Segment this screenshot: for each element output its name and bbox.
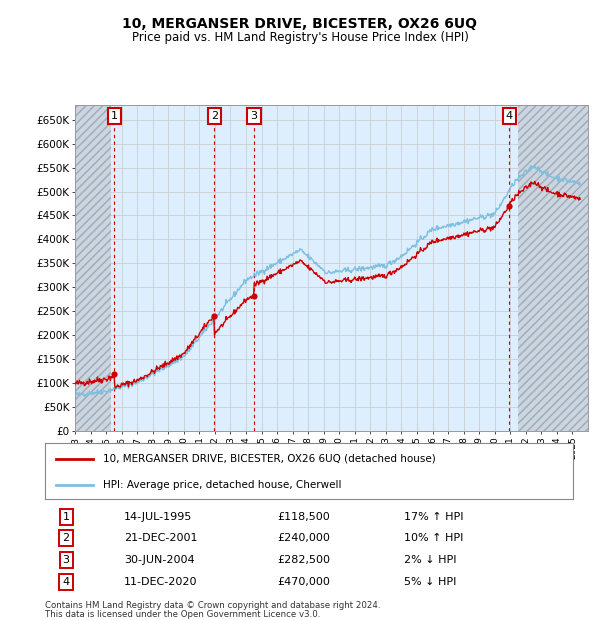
Text: This data is licensed under the Open Government Licence v3.0.: This data is licensed under the Open Gov… bbox=[45, 610, 320, 619]
Text: £470,000: £470,000 bbox=[277, 577, 330, 587]
Text: 4: 4 bbox=[62, 577, 70, 587]
Point bbox=[209, 311, 219, 321]
Text: 11-DEC-2020: 11-DEC-2020 bbox=[124, 577, 198, 587]
Text: 10, MERGANSER DRIVE, BICESTER, OX26 6UQ: 10, MERGANSER DRIVE, BICESTER, OX26 6UQ bbox=[122, 17, 478, 32]
Text: £118,500: £118,500 bbox=[277, 512, 330, 522]
Text: 5% ↓ HPI: 5% ↓ HPI bbox=[404, 577, 457, 587]
Text: 30-JUN-2004: 30-JUN-2004 bbox=[124, 556, 195, 565]
Text: 2% ↓ HPI: 2% ↓ HPI bbox=[404, 556, 457, 565]
Text: 4: 4 bbox=[506, 111, 513, 121]
Bar bbox=[75, 105, 111, 431]
Text: 1: 1 bbox=[62, 512, 70, 522]
Text: 21-DEC-2001: 21-DEC-2001 bbox=[124, 533, 198, 543]
Text: Price paid vs. HM Land Registry's House Price Index (HPI): Price paid vs. HM Land Registry's House … bbox=[131, 31, 469, 44]
Bar bbox=[518, 105, 588, 431]
Text: £240,000: £240,000 bbox=[277, 533, 330, 543]
Text: 1: 1 bbox=[111, 111, 118, 121]
Text: 2: 2 bbox=[211, 111, 218, 121]
Text: HPI: Average price, detached house, Cherwell: HPI: Average price, detached house, Cher… bbox=[103, 480, 341, 490]
Text: 14-JUL-1995: 14-JUL-1995 bbox=[124, 512, 193, 522]
Point bbox=[249, 291, 259, 301]
Text: 2: 2 bbox=[62, 533, 70, 543]
Text: Contains HM Land Registry data © Crown copyright and database right 2024.: Contains HM Land Registry data © Crown c… bbox=[45, 601, 380, 611]
Text: 10% ↑ HPI: 10% ↑ HPI bbox=[404, 533, 463, 543]
Text: 10, MERGANSER DRIVE, BICESTER, OX26 6UQ (detached house): 10, MERGANSER DRIVE, BICESTER, OX26 6UQ … bbox=[103, 454, 436, 464]
Point bbox=[110, 370, 119, 379]
Text: 3: 3 bbox=[62, 556, 70, 565]
Text: 3: 3 bbox=[250, 111, 257, 121]
Text: 17% ↑ HPI: 17% ↑ HPI bbox=[404, 512, 464, 522]
Text: £282,500: £282,500 bbox=[277, 556, 331, 565]
Point bbox=[505, 201, 514, 211]
